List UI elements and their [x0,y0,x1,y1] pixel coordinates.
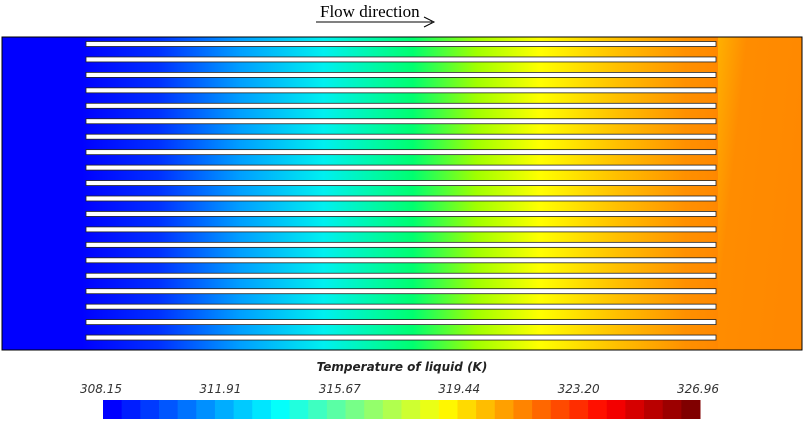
colorbar-swatch [420,400,440,419]
tube [85,288,717,295]
tube [85,180,717,186]
colorbar-title: Temperature of liquid (K) [317,360,488,374]
tube [85,72,717,78]
colorbar-swatch [532,400,552,419]
colorbar-swatch [382,400,402,419]
tube-region [82,37,718,350]
tube [85,334,717,341]
colorbar-swatch [494,400,514,419]
tube [85,118,717,125]
flow-label: Flow direction [320,2,420,21]
colorbar: 308.15 311.91 315.67 319.44 323.20 326.96 [80,382,719,419]
colorbar-swatch [476,400,496,419]
tube [85,133,717,140]
tube [85,102,717,109]
colorbar-swatch [438,400,458,419]
arrow-head [423,16,436,28]
tube [85,211,717,217]
colorbar-swatch [308,400,328,419]
inlet [2,37,82,350]
colorbar-swatch [625,400,645,419]
tube [85,303,717,310]
colorbar-swatch [103,400,123,419]
colorbar-swatch [326,400,347,419]
colorbar-swatch [588,400,608,419]
colorbar-tick-label: 326.96 [677,382,719,396]
colorbar-swatch [214,400,235,419]
colorbar-swatch [345,400,365,419]
colorbar-swatch [233,400,253,419]
tube [85,226,717,233]
colorbar-swatch [177,400,197,419]
colorbar-swatch [569,400,589,419]
tube [85,272,717,279]
colorbar-tick-label: 315.67 [319,382,361,396]
domain-border [1,36,803,351]
tubes [85,41,717,341]
colorbar-swatch [644,400,664,419]
tube [85,241,717,248]
colorbar-tick-label: 323.20 [558,382,600,396]
colorbar-swatch [401,400,421,419]
tube [85,257,717,264]
colorbar-swatch [364,400,384,419]
colorbar-swatch [140,400,160,419]
colorbar-swatch [513,400,533,419]
colorbar-swatch [550,400,570,419]
tube [85,41,717,47]
tube [85,56,717,63]
colorbar-swatch [121,400,141,419]
colorbar-tick-label: 319.44 [438,382,480,396]
colorbar-tick-label: 311.91 [199,382,241,396]
colorbar-swatch [606,400,626,419]
colorbar-swatch [158,400,179,419]
colorbar-tick-label: 308.15 [80,382,122,396]
tube [85,164,717,171]
colorbar-swatch [457,400,477,419]
tube [85,149,717,156]
tube [85,319,717,326]
outlet [718,37,802,350]
tube [85,87,717,94]
colorbar-swatch [270,400,291,419]
colorbar-swatch [289,400,309,419]
tube [85,195,717,202]
colorbar-swatch [681,400,701,419]
colorbar-swatch [196,400,216,419]
colorbar-swatch [252,400,272,419]
colorbar-swatch [662,400,682,419]
